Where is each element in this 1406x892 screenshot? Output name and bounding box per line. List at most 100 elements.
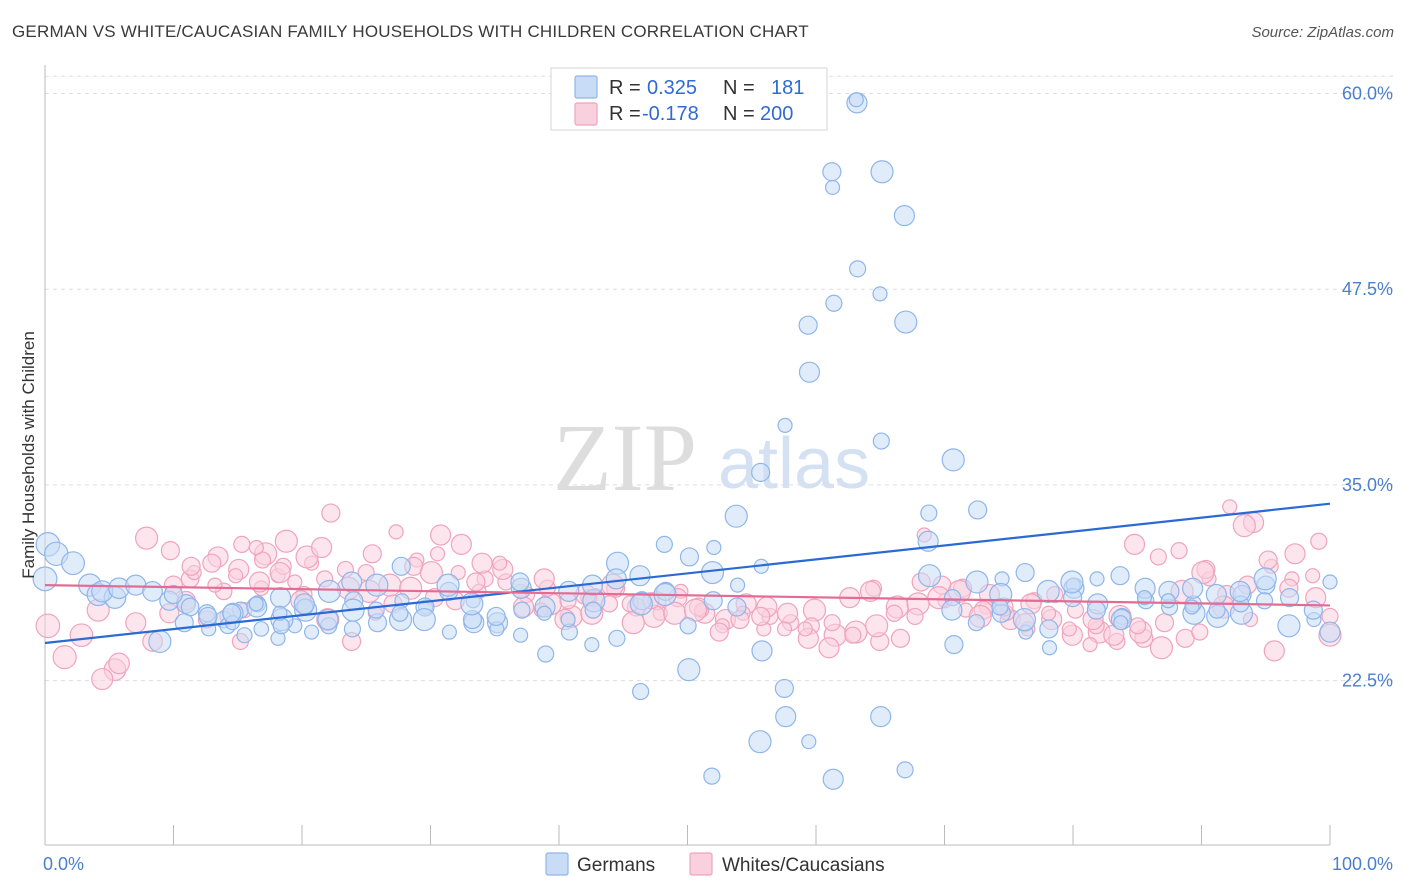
whites-point [885,604,903,622]
x-tick-label-end: 100.0% [1332,854,1393,874]
germans-point [1110,566,1130,586]
germans-point [341,571,363,593]
germans-point [872,286,888,302]
germans-point [1205,583,1227,606]
whites-legend-swatch [574,102,598,126]
germans-point [367,601,385,619]
whites-point [776,621,793,637]
whites-point [471,552,493,574]
germans-point [629,592,653,616]
whites-point [362,544,382,564]
whites-point [108,652,130,675]
germans-trend-line [44,502,1331,645]
chart-source: Source: ZipAtlas.com [1251,24,1394,41]
whites-point [1154,613,1175,633]
germans-series-label: Germans [577,855,655,876]
germans-point [253,621,270,637]
whites-point [274,529,298,553]
whites-n-label: N = [723,103,755,125]
whites-point [248,539,264,556]
germans-point [510,572,530,592]
whites-point [181,556,201,576]
germans-point [605,568,627,590]
whites-trend-line [44,584,1331,607]
germans-point [798,315,818,335]
whites-point [388,524,404,540]
germans-point [894,310,918,334]
y-tick-label: 60.0% [1342,83,1393,103]
whites-point [1149,636,1174,660]
whites-point [466,572,486,592]
germans-point [142,581,163,602]
germans-point [558,580,580,602]
whites-point [1170,542,1188,560]
whites-point [321,503,341,523]
germans-point [248,596,264,612]
germans-point [537,645,555,663]
whites-point [430,524,452,546]
whites-point [1305,568,1321,584]
germans-point [61,551,86,576]
germans-r-value: 0.325 [647,77,697,99]
y-tick-label: 47.5% [1342,279,1393,299]
germans-point [198,606,218,627]
germans-point [777,417,793,434]
germans-point [870,706,892,728]
whites-point [1040,605,1057,621]
germans-point [751,462,771,482]
whites-point [287,574,303,590]
whites-point [1149,548,1167,566]
whites-point [248,571,271,593]
germans-point [703,591,723,611]
germans-point [893,205,916,227]
germans-points [32,92,1341,790]
germans-point [163,584,183,605]
whites-point [1258,550,1278,570]
germans-point [629,565,651,587]
germans-point [1319,621,1341,643]
germans-point [941,448,965,472]
whites-n-value: 200 [760,103,793,125]
whites-point [69,623,94,648]
germans-point [365,573,389,597]
germans-point [1036,579,1060,603]
germans-point [343,620,362,638]
germans-point [148,629,172,654]
whites-point [399,576,423,600]
germans-point [991,598,1009,616]
germans-point [391,556,411,576]
whites-point [1082,636,1098,653]
germans-point [825,294,843,312]
whites-point [311,536,333,559]
germans-point [751,640,773,662]
germans-point [679,617,697,635]
whites-point [906,607,924,626]
germans-point [703,767,721,785]
whites-point [233,535,251,553]
whites-point [492,555,508,571]
germans-point [236,627,253,644]
y-axis-label: Family Households with Children [19,331,38,579]
germans-point [848,92,864,108]
germans-point [513,627,529,643]
whites-point [450,533,472,555]
whites-point [52,645,77,670]
stats-legend: R = 0.325 N = 181 R = -0.178 N = 200 [550,67,828,131]
germans-point [1229,580,1251,602]
whites-point [269,561,291,584]
germans-point [317,579,341,603]
watermark-zip: ZIP [553,404,697,511]
axes [44,65,1331,846]
germans-point [775,706,797,728]
germans-point [1253,567,1277,591]
germans-point [436,573,460,597]
germans-point [822,162,842,182]
germans-point [822,768,844,790]
whites-r-label: R = [609,103,641,125]
watermark-atlas: atlas [718,424,870,504]
whites-point [1263,640,1285,662]
germans-point [677,658,701,682]
whites-point [844,626,862,644]
germans-point [1060,570,1084,594]
